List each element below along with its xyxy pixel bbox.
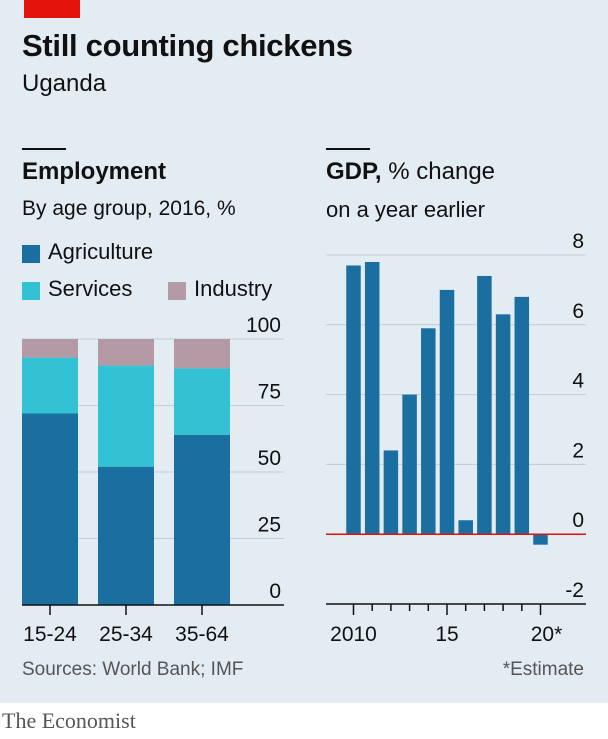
employment-bar-services: [98, 365, 154, 467]
gdp-x-tick-label: 15: [435, 623, 458, 646]
chart-svg: 15-24 25-34 35-64 0 25 50 75 100 2010 15 20*-2 0 2 4 6…: [22, 230, 586, 646]
gdp-y-tick-label: 4: [572, 370, 584, 393]
estimate-note: *Estimate: [502, 659, 584, 680]
legend-swatch-agriculture: [22, 245, 40, 263]
chart-subtitle: Uganda: [22, 70, 107, 97]
gdp-rule: [326, 148, 370, 150]
employment-y-tick-label: 75: [258, 381, 281, 404]
gdp-bar: [495, 314, 511, 535]
employment-bar-services: [22, 357, 78, 414]
gdp-y-tick-label: 6: [572, 300, 584, 323]
gdp-bar: [439, 289, 455, 535]
gdp-bar: [477, 275, 492, 535]
employment-title: Employment: [22, 158, 167, 185]
employment-x-tick-label: 35-64: [175, 623, 229, 646]
source-note: Sources: World Bank; IMF: [22, 659, 244, 680]
employment-bar-industry: [22, 339, 78, 358]
employment-y-tick-label: 25: [258, 514, 281, 537]
gdp-x-tick-label: 20*: [531, 623, 563, 646]
gdp-x-tick-label: 2010: [330, 623, 377, 646]
employment-bar-agriculture: [22, 413, 78, 605]
gdp-y-tick-label: -2: [565, 579, 584, 602]
employment-bar-services: [174, 368, 230, 435]
employment-bar-industry: [174, 339, 230, 369]
employment-y-tick-label: 0: [269, 580, 281, 603]
employment-bar-agriculture: [98, 466, 154, 605]
employment-bar-agriculture: [174, 434, 230, 605]
employment-bar-industry: [98, 339, 154, 366]
legend-label-services: Services: [48, 276, 133, 301]
employment-subtitle: By age group, 2016, %: [22, 197, 236, 220]
gdp-bar: [533, 534, 548, 545]
employment-rule: [22, 148, 66, 150]
gdp-bar: [514, 296, 530, 535]
gdp-title: GDP, % change: [326, 158, 496, 185]
legend-label-industry: Industry: [194, 276, 273, 301]
gdp-bar: [458, 520, 473, 535]
red-tag: [24, 0, 80, 18]
legend-swatch-services: [22, 282, 40, 300]
chart-title: Still counting chickens: [22, 28, 353, 63]
brand-wordmark: The Economist: [2, 708, 136, 733]
legend-label-agriculture: Agriculture: [48, 239, 154, 264]
employment-x-tick-label: 25-34: [99, 623, 153, 646]
gdp-y-tick-label: 8: [572, 230, 584, 253]
footer-band: [0, 703, 608, 739]
employment-x-tick-label: 15-24: [23, 623, 77, 646]
employment-y-tick-label: 100: [246, 314, 281, 337]
gdp-bar: [421, 328, 436, 535]
gdp-bar: [383, 450, 399, 535]
gdp-y-tick-label: 0: [572, 509, 584, 532]
legend-swatch-industry: [168, 282, 186, 300]
employment-y-tick-label: 50: [258, 447, 281, 470]
gdp-bar: [364, 261, 380, 535]
gdp-bar: [402, 394, 417, 535]
gdp-bar: [346, 265, 361, 535]
gdp-subtitle: on a year earlier: [326, 197, 485, 222]
gdp-y-tick-label: 2: [572, 439, 584, 462]
